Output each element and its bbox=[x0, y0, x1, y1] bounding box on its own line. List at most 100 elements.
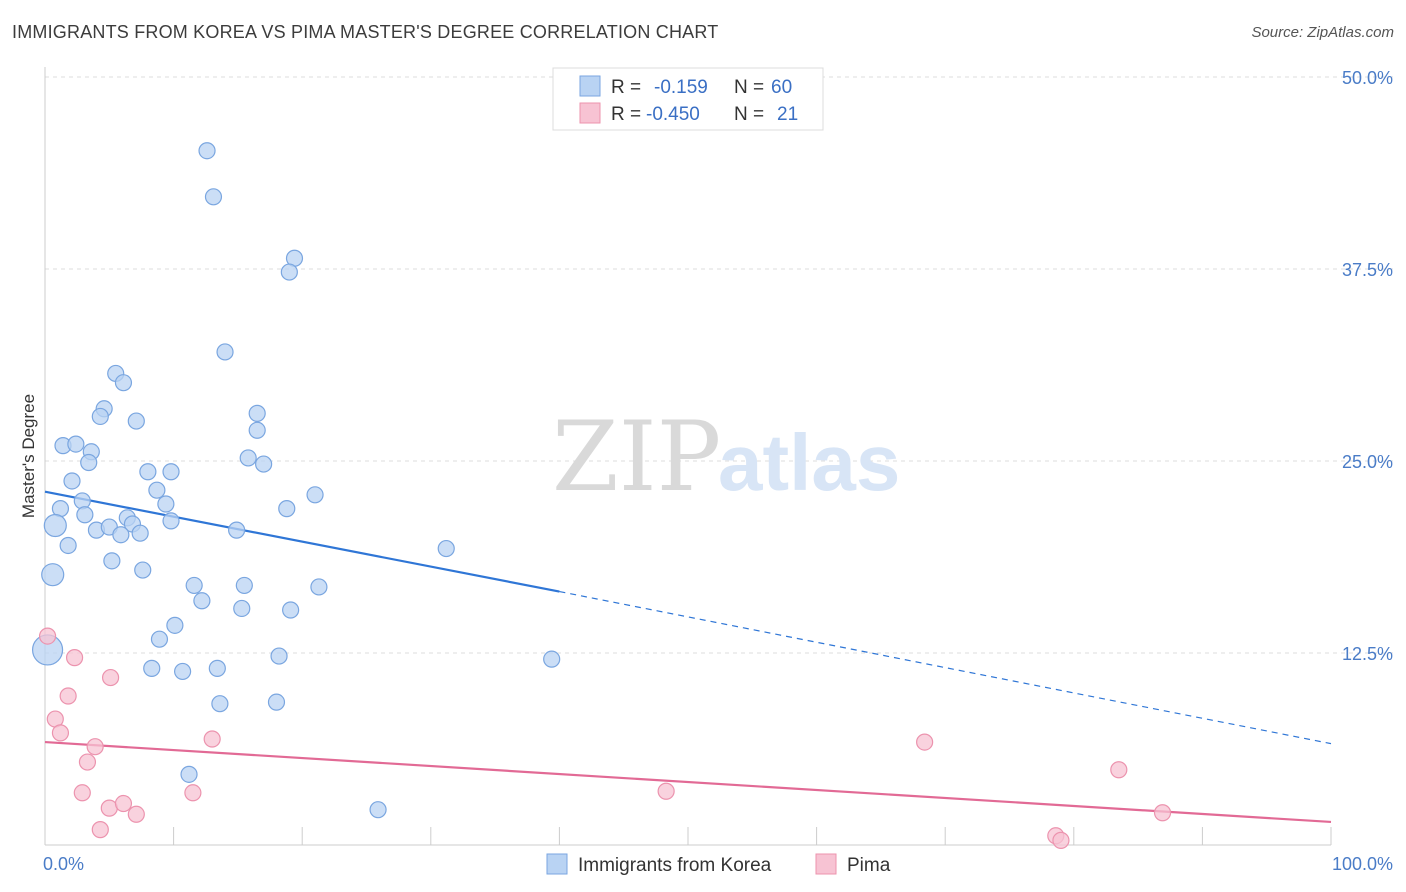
point-korea bbox=[166, 616, 184, 634]
point-korea bbox=[131, 524, 149, 542]
point-pima bbox=[1153, 804, 1172, 822]
point-pima bbox=[1110, 761, 1128, 779]
point-korea bbox=[139, 463, 157, 481]
point-korea bbox=[43, 513, 67, 538]
point-pima bbox=[203, 730, 221, 748]
point-pima bbox=[100, 799, 118, 817]
point-korea bbox=[174, 662, 192, 681]
point-korea bbox=[76, 506, 94, 524]
point-korea bbox=[239, 449, 257, 467]
series-legend-label-pima: Pima bbox=[847, 855, 891, 876]
point-korea bbox=[127, 412, 145, 430]
point-korea bbox=[310, 578, 328, 596]
series-legend: Immigrants from Korea Pima bbox=[546, 853, 891, 876]
series-legend-swatch-korea bbox=[546, 853, 568, 875]
point-korea bbox=[112, 526, 130, 544]
watermark-zip: ZIP bbox=[552, 401, 721, 513]
y-tick-label: 25.0% bbox=[1342, 452, 1393, 472]
point-korea bbox=[228, 521, 246, 539]
legend-n-label-pima: N = bbox=[734, 104, 764, 125]
point-korea bbox=[278, 500, 296, 518]
series-legend-swatch-pima bbox=[815, 853, 837, 875]
data-points bbox=[31, 142, 1172, 849]
trend-line-korea-dashed bbox=[559, 590, 1332, 745]
point-korea bbox=[235, 576, 253, 595]
series-legend-label-korea: Immigrants from Korea bbox=[578, 855, 772, 876]
point-korea bbox=[306, 486, 324, 504]
point-korea bbox=[216, 343, 234, 361]
legend-r-label-pima: R = bbox=[611, 104, 641, 125]
point-pima bbox=[78, 753, 97, 771]
point-korea bbox=[280, 263, 298, 281]
y-tick-label: 12.5% bbox=[1342, 644, 1393, 664]
point-pima bbox=[91, 821, 109, 839]
point-pima bbox=[916, 733, 934, 751]
point-pima bbox=[657, 782, 675, 800]
legend-r-value-korea: -0.159 bbox=[654, 77, 708, 98]
point-pima bbox=[86, 738, 104, 756]
point-korea bbox=[67, 435, 85, 453]
point-korea bbox=[198, 142, 216, 160]
point-korea bbox=[204, 188, 223, 206]
chart-title: IMMIGRANTS FROM KOREA VS PIMA MASTER'S D… bbox=[12, 22, 719, 42]
point-korea bbox=[233, 599, 251, 618]
trend-line-pima bbox=[44, 740, 1332, 824]
point-korea bbox=[180, 765, 198, 783]
point-korea bbox=[73, 492, 91, 510]
x-tick-label-min: 0.0% bbox=[43, 854, 84, 874]
point-pima bbox=[127, 805, 145, 823]
point-pima bbox=[65, 649, 84, 667]
point-korea bbox=[134, 561, 152, 579]
stats-legend: R = -0.159 N = 60 R = -0.450 N = 21 bbox=[552, 67, 824, 131]
point-pima bbox=[101, 668, 120, 687]
legend-n-value-pima: 21 bbox=[777, 104, 798, 125]
point-korea bbox=[248, 404, 266, 422]
point-korea bbox=[208, 659, 226, 677]
legend-swatch-korea bbox=[579, 75, 601, 97]
point-korea bbox=[255, 455, 273, 473]
y-tick-label: 50.0% bbox=[1342, 68, 1393, 88]
y-tick-label: 37.5% bbox=[1342, 260, 1393, 280]
point-korea bbox=[267, 693, 286, 711]
legend-n-value-korea: 60 bbox=[771, 77, 792, 98]
point-korea bbox=[437, 539, 455, 558]
point-korea bbox=[270, 647, 288, 665]
point-pima bbox=[51, 724, 70, 742]
legend-r-label-korea: R = bbox=[611, 77, 641, 98]
point-korea bbox=[150, 630, 169, 648]
watermark: ZIP atlas bbox=[552, 401, 900, 513]
point-korea bbox=[248, 421, 266, 439]
point-korea bbox=[91, 407, 109, 426]
point-korea bbox=[103, 552, 121, 570]
point-korea bbox=[211, 695, 229, 713]
point-korea bbox=[185, 576, 203, 595]
point-pima bbox=[114, 794, 133, 813]
x-tick-label-max: 100.0% bbox=[1332, 854, 1393, 874]
legend-n-label-korea: N = bbox=[734, 77, 764, 98]
point-pima bbox=[73, 784, 91, 802]
point-korea bbox=[80, 453, 98, 472]
point-korea bbox=[63, 472, 81, 490]
grid-lines bbox=[45, 76, 1393, 654]
point-pima bbox=[59, 687, 77, 705]
axes bbox=[44, 67, 1332, 846]
tick-labels: 12.5% 25.0% 37.5% 50.0% 0.0% 100.0% bbox=[43, 68, 1393, 874]
legend-swatch-pima bbox=[579, 102, 601, 124]
point-korea bbox=[143, 659, 161, 677]
point-korea bbox=[162, 512, 180, 530]
point-korea bbox=[369, 801, 387, 819]
legend-r-value-pima: -0.450 bbox=[646, 104, 700, 125]
source-credit: Source: ZipAtlas.com bbox=[1251, 24, 1394, 41]
point-korea bbox=[59, 536, 77, 555]
watermark-atlas: atlas bbox=[718, 418, 900, 507]
point-korea bbox=[157, 495, 175, 513]
point-korea bbox=[114, 374, 133, 392]
point-korea bbox=[193, 592, 211, 610]
point-korea bbox=[41, 563, 65, 587]
y-axis-label: Master's Degree bbox=[19, 394, 38, 518]
point-korea bbox=[162, 463, 180, 481]
point-pima bbox=[1052, 831, 1070, 849]
point-korea bbox=[543, 650, 561, 668]
point-pima bbox=[38, 627, 57, 645]
